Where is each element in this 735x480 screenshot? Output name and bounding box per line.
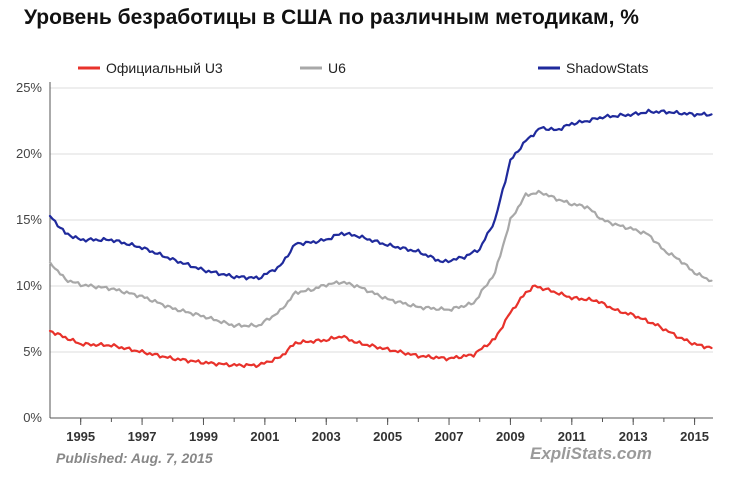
x-tick-label: 2007: [435, 429, 464, 444]
y-tick-label: 20%: [16, 146, 42, 161]
x-tick-label: 2011: [558, 429, 586, 444]
legend: Официальный U3 U6 ShadowStats: [78, 60, 649, 76]
x-tick-label: 2005: [373, 429, 402, 444]
x-tick-label: 1999: [189, 429, 218, 444]
legend-label: Официальный U3: [106, 60, 223, 76]
x-tick-label: 1995: [66, 429, 95, 444]
x-tick-label: 2013: [619, 429, 648, 444]
published-date: Published: Aug. 7, 2015: [56, 450, 213, 466]
chart-title: Уровень безработицы в США по различным м…: [24, 6, 639, 29]
series-line-2: [48, 108, 713, 281]
y-tick-label: 25%: [16, 80, 42, 95]
axes: 0% 5% 10% 15% 20% 25% 1995 1997 1999 2001 2003 2005…: [16, 80, 713, 444]
legend-label: U6: [328, 60, 346, 76]
x-tick-label: 2001: [250, 429, 279, 444]
legend-label: ShadowStats: [566, 60, 649, 76]
y-tick-label: 10%: [16, 278, 42, 293]
grid-lines: [50, 87, 713, 419]
x-tick-label: 2009: [496, 429, 525, 444]
x-tick-label: 2003: [312, 429, 341, 444]
source-brand: ExpliStats.com: [530, 444, 652, 463]
y-tick-label: 0%: [23, 410, 42, 425]
y-tick-label: 15%: [16, 212, 42, 227]
series-line-0: [48, 284, 713, 369]
x-tick-label: 2015: [680, 429, 709, 444]
x-tick-label: 1997: [128, 429, 157, 444]
y-tick-label: 5%: [23, 344, 42, 359]
series-lines: [48, 108, 713, 369]
series-line-1: [48, 189, 713, 328]
